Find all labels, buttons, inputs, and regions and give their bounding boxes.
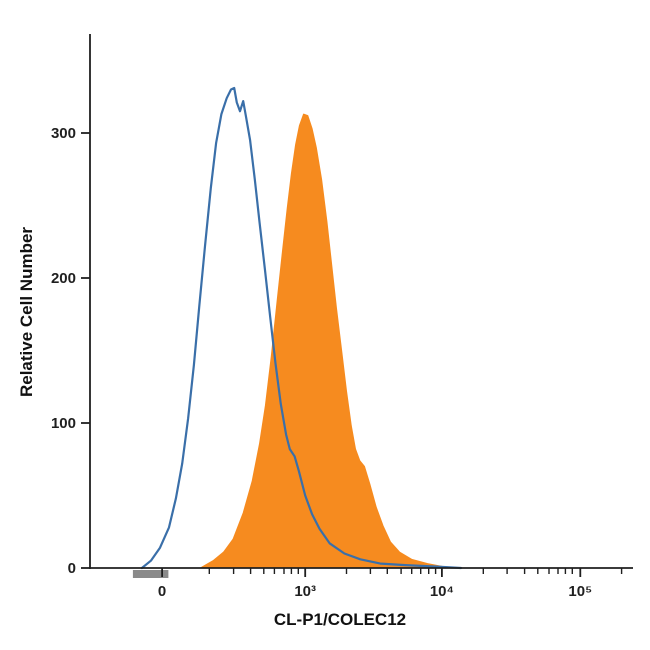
blue-open-histogram <box>140 86 463 570</box>
y-axis-title: Relative Cell Number <box>17 226 36 398</box>
y-tick-label: 100 <box>51 415 76 432</box>
y-tick-label: 300 <box>51 125 76 142</box>
x-axis-title: CL-P1/COLEC12 <box>273 610 407 629</box>
x-tick-label: 10⁵ <box>568 583 592 600</box>
negative-region-tick-block <box>132 570 169 578</box>
x-tick-label: 10⁴ <box>430 583 454 600</box>
y-tick-label: 0 <box>68 560 76 577</box>
orange-filled-histogram <box>199 113 462 569</box>
y-tick-label: 200 <box>51 270 76 287</box>
x-tick-label: 0 <box>158 583 166 600</box>
x-tick-label: 10³ <box>294 583 316 600</box>
